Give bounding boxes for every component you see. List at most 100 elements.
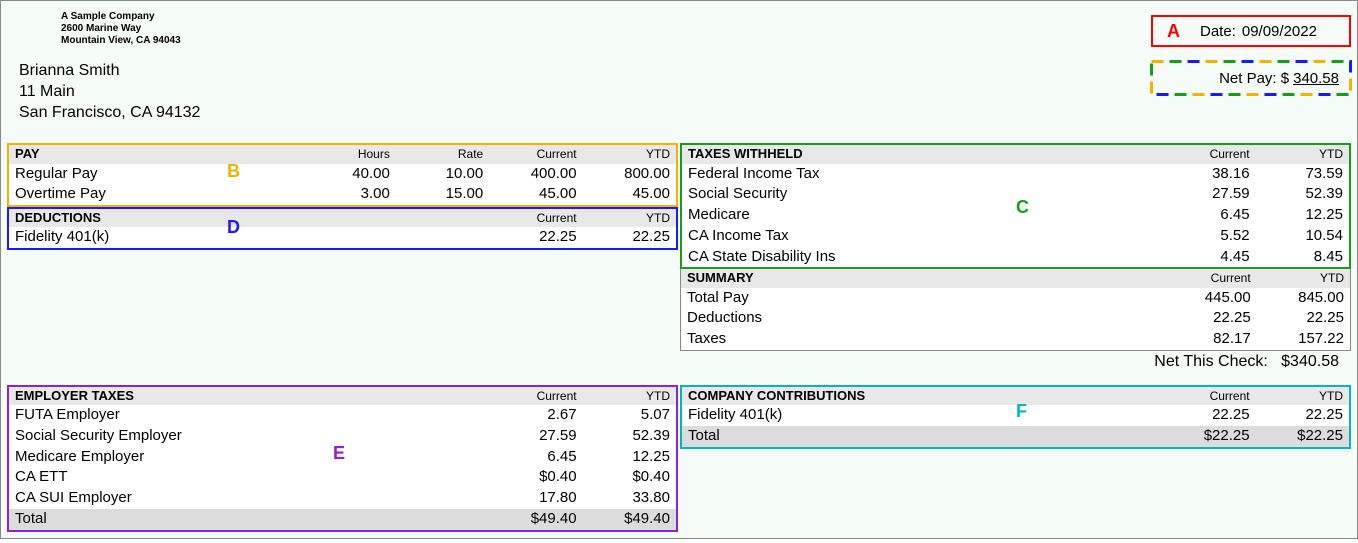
cell-ytd: $49.40 <box>583 509 676 530</box>
col-current: Current <box>489 209 582 227</box>
cell-ytd: 8.45 <box>1256 247 1349 268</box>
paystub-header: A Sample Company 2600 Marine Way Mountai… <box>1 1 1357 123</box>
cell-name: Deductions <box>681 308 1163 329</box>
col-current: Current <box>1162 145 1255 163</box>
cell-name: Social Security <box>682 184 1162 205</box>
taxes-withheld-table: TAXES WITHHELD Current YTD Federal Incom… <box>682 145 1349 267</box>
table-row: Total Pay445.00845.00 <box>681 288 1351 309</box>
cell-name: Overtime Pay <box>9 184 302 205</box>
cell-current: $0.40 <box>489 467 582 488</box>
cell-name: FUTA Employer <box>9 405 489 426</box>
cell-name: Fidelity 401(k) <box>9 227 489 248</box>
cell-name: Fidelity 401(k) <box>682 405 1162 426</box>
cell-name: CA ETT <box>9 467 489 488</box>
taxes-withheld-section: C TAXES WITHHELD Current YTD Federal Inc… <box>680 143 1351 269</box>
taxes-title: TAXES WITHHELD <box>682 145 1162 163</box>
col-hours: Hours <box>302 145 395 163</box>
cell-current: 4.45 <box>1162 247 1255 268</box>
paystub-main-row: B PAY Hours Rate Current YTD Regular Pay… <box>1 143 1357 377</box>
cell-ytd: $0.40 <box>583 467 676 488</box>
deductions-rows: Fidelity 401(k)22.2522.25 <box>9 227 676 248</box>
cell-name: Medicare <box>682 205 1162 226</box>
cell-ytd: 73.59 <box>1256 164 1349 185</box>
net-this-check-label: Net This Check: <box>1154 353 1268 370</box>
table-row: Medicare Employer6.4512.25 <box>9 447 676 468</box>
table-row: CA ETT$0.40$0.40 <box>9 467 676 488</box>
col-ytd: YTD <box>583 145 676 163</box>
cell-ytd: 845.00 <box>1257 288 1351 309</box>
table-row: Overtime Pay3.0015.0045.0045.00 <box>9 184 676 205</box>
pay-title: PAY <box>9 145 302 163</box>
cell-name: Social Security Employer <box>9 426 489 447</box>
pay-rows: Regular Pay40.0010.00400.00800.00Overtim… <box>9 164 676 206</box>
netpay-value: 340.58 <box>1293 70 1339 87</box>
paystub-bottom-row: E EMPLOYER TAXES Current YTD FUTA Employ… <box>1 385 1357 538</box>
net-this-check-value: $340.58 <box>1281 353 1339 370</box>
cell-ytd: 52.39 <box>583 426 676 447</box>
cell-current: 400.00 <box>489 164 582 185</box>
cell-current: 22.25 <box>489 227 582 248</box>
table-row: Social Security Employer27.5952.39 <box>9 426 676 447</box>
netpay-box: Net Pay: $ 340.58 <box>1151 61 1351 95</box>
cell-current: 17.80 <box>489 488 582 509</box>
cell-current: 27.59 <box>1162 184 1255 205</box>
cell-ytd: 22.25 <box>1256 405 1349 426</box>
company-contrib-rows: Fidelity 401(k)22.2522.25Total$22.25$22.… <box>682 405 1349 447</box>
cell-ytd: 800.00 <box>583 164 676 185</box>
company-contrib-title: COMPANY CONTRIBUTIONS <box>682 387 1162 405</box>
col-current: Current <box>1163 269 1257 287</box>
table-row: Federal Income Tax38.1673.59 <box>682 164 1349 185</box>
cell-current: 6.45 <box>1162 205 1255 226</box>
cell-ytd: 33.80 <box>583 488 676 509</box>
table-row: Fidelity 401(k)22.2522.25 <box>9 227 676 248</box>
left-column: B PAY Hours Rate Current YTD Regular Pay… <box>7 143 678 377</box>
cell-current: $49.40 <box>489 509 582 530</box>
table-row: CA Income Tax5.5210.54 <box>682 226 1349 247</box>
table-row: FUTA Employer2.675.07 <box>9 405 676 426</box>
cell-ytd: 10.54 <box>1256 226 1349 247</box>
taxes-rows: Federal Income Tax38.1673.59Social Secur… <box>682 164 1349 268</box>
col-ytd: YTD <box>583 209 676 227</box>
table-row: Taxes82.17157.22 <box>681 329 1351 350</box>
employer-taxes-section: E EMPLOYER TAXES Current YTD FUTA Employ… <box>7 385 678 532</box>
cell-current: 6.45 <box>489 447 582 468</box>
employee-addr2: San Francisco, CA 94132 <box>19 103 1357 124</box>
employer-taxes-table: EMPLOYER TAXES Current YTD FUTA Employer… <box>9 387 676 530</box>
cell-rate: 15.00 <box>396 184 489 205</box>
cell-name: CA State Disability Ins <box>682 247 1162 268</box>
date-box: A Date: 09/09/2022 <box>1151 15 1351 47</box>
cell-name: Regular Pay <box>9 164 302 185</box>
cell-ytd: 22.25 <box>1257 308 1351 329</box>
cell-current: 38.16 <box>1162 164 1255 185</box>
cell-current: 22.25 <box>1163 308 1257 329</box>
col-rate: Rate <box>396 145 489 163</box>
pay-table: PAY Hours Rate Current YTD Regular Pay40… <box>9 145 676 205</box>
deductions-table: DEDUCTIONS Current YTD Fidelity 401(k)22… <box>9 209 676 248</box>
cell-ytd: 12.25 <box>1256 205 1349 226</box>
col-current: Current <box>489 145 582 163</box>
cell-ytd: 22.25 <box>583 227 676 248</box>
col-ytd: YTD <box>583 387 676 405</box>
summary-rows: Total Pay445.00845.00Deductions22.2522.2… <box>681 288 1351 351</box>
cell-hours: 3.00 <box>302 184 395 205</box>
cell-current: 445.00 <box>1163 288 1257 309</box>
date-label: Date: <box>1200 23 1236 40</box>
cell-current: 82.17 <box>1163 329 1257 350</box>
deductions-title: DEDUCTIONS <box>9 209 489 227</box>
table-row: Fidelity 401(k)22.2522.25 <box>682 405 1349 426</box>
summary-table: SUMMARY Current YTD Total Pay445.00845.0… <box>680 269 1351 351</box>
cell-current: 45.00 <box>489 184 582 205</box>
cell-ytd: 52.39 <box>1256 184 1349 205</box>
table-row: Social Security27.5952.39 <box>682 184 1349 205</box>
col-ytd: YTD <box>1256 387 1349 405</box>
cell-rate: 10.00 <box>396 164 489 185</box>
company-contrib-section: F COMPANY CONTRIBUTIONS Current YTD Fide… <box>680 385 1351 449</box>
col-ytd: YTD <box>1256 145 1349 163</box>
col-current: Current <box>489 387 582 405</box>
cell-name: Federal Income Tax <box>682 164 1162 185</box>
cell-current: 5.52 <box>1162 226 1255 247</box>
date-value: 09/09/2022 <box>1242 23 1317 40</box>
cell-name: CA SUI Employer <box>9 488 489 509</box>
cell-ytd: $22.25 <box>1256 426 1349 447</box>
table-row: Medicare6.4512.25 <box>682 205 1349 226</box>
